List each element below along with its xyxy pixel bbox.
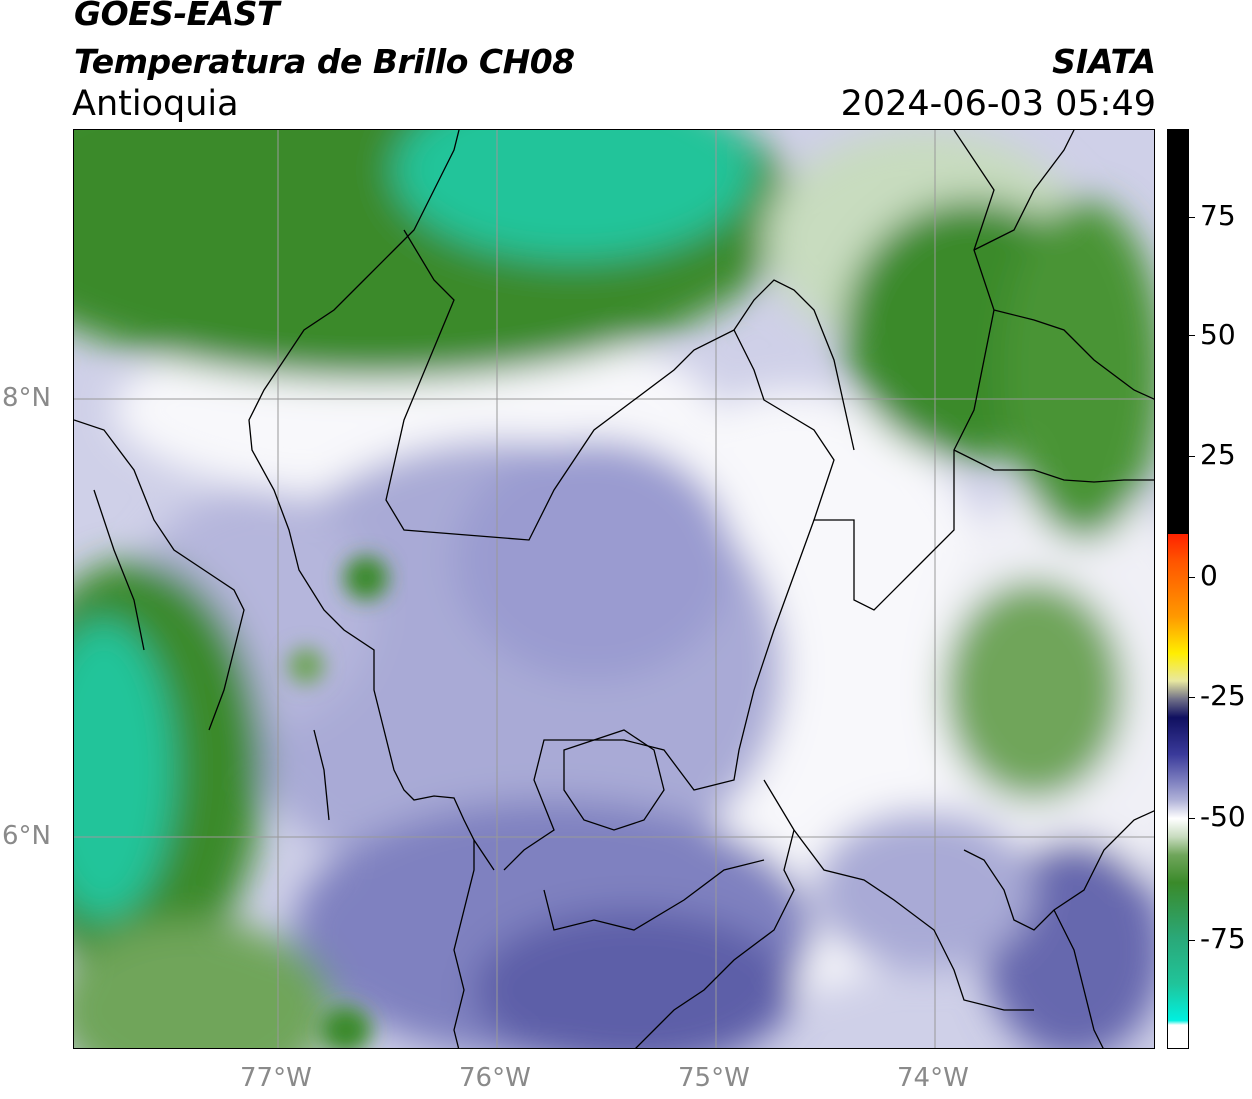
colorbar-label-25: 25: [1200, 438, 1236, 471]
organization-label: SIATA: [1052, 42, 1156, 81]
colorbar-label-neg25: -25: [1200, 679, 1246, 712]
administrative-boundaries: [74, 130, 1154, 1048]
colorbar-tick: [1189, 456, 1195, 457]
colorbar-tick: [1189, 217, 1195, 218]
timestamp-label: 2024-06-03 05:49: [840, 84, 1156, 124]
colorbar-tick: [1189, 818, 1195, 819]
colorbar-tick: [1189, 577, 1195, 578]
lon-label-74w: 74°W: [897, 1063, 969, 1093]
lon-label-76w: 76°W: [459, 1063, 531, 1093]
map-panel[interactable]: [73, 129, 1155, 1049]
colorbar-tick: [1189, 697, 1195, 698]
title-satellite: GOES-EAST: [74, 0, 280, 33]
lat-label-8n: 8°N: [2, 383, 51, 413]
colorbar-label-75: 75: [1200, 199, 1236, 232]
colorbar-label-neg50: -50: [1200, 800, 1246, 833]
colorbar: [1167, 129, 1189, 1049]
lon-label-77w: 77°W: [240, 1063, 312, 1093]
lon-label-75w: 75°W: [678, 1063, 750, 1093]
lat-label-6n: 6°N: [2, 821, 51, 851]
colorbar-tick: [1189, 940, 1195, 941]
brightness-temperature-field: [74, 130, 1154, 1048]
subtitle-region: Antioquia: [72, 84, 239, 124]
colorbar-label-50: 50: [1200, 318, 1236, 351]
colorbar-label-0: 0: [1200, 559, 1218, 592]
colorbar-label-neg75: -75: [1200, 922, 1246, 955]
colorbar-tick: [1189, 335, 1195, 336]
title-product: Temperatura de Brillo CH08: [74, 42, 575, 81]
